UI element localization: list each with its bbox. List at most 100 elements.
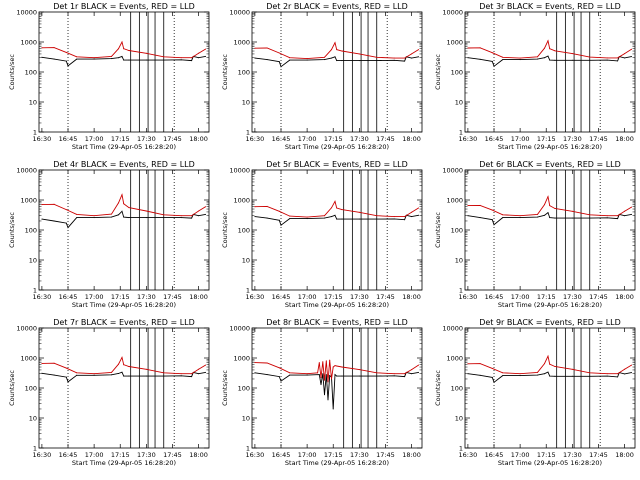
y-tick-label: 1000 [233,355,250,363]
data-point-events [341,375,343,377]
y-tick-label: 100 [451,385,463,393]
series-line-events [254,371,419,410]
x-tick-label: 17:45 [589,451,608,459]
y-axis-label: Counts/sec [434,370,442,406]
data-point-lld [327,381,329,383]
data-point-lld [118,363,119,365]
data-point-events [358,218,360,220]
x-tick-label: 18:00 [402,135,421,143]
data-point-lld [331,207,332,209]
data-point-lld [336,49,338,51]
data-point-lld [324,215,325,217]
data-point-events [549,375,551,377]
data-point-events [254,372,256,374]
data-point-lld [589,214,591,216]
data-point-events [571,59,573,61]
panel-det-3: Det 3r BLACK = Events, RED = LLD 1 10 100 10… [434,2,636,151]
data-point-events [41,372,43,374]
data-point-events [118,373,119,374]
data-point-lld [411,211,413,213]
data-point-events [41,56,43,58]
data-point-events [93,58,95,60]
data-point-events [554,59,556,61]
data-point-lld [198,52,200,54]
series-line-events [254,56,419,68]
data-point-lld [418,49,419,51]
data-point-events [111,374,112,376]
y-tick-label: 100 [451,69,463,77]
x-tick-label: 17:45 [163,135,182,143]
x-tick-label: 16:45 [485,293,504,301]
data-point-events [547,212,549,214]
data-point-lld [537,371,538,373]
x-tick-label: 17:30 [137,293,156,301]
x-axis-label: Start Time (29-Apr-05 16:28:20) [285,459,389,467]
y-tick-label: 1 [459,445,463,453]
x-axis-label: Start Time (29-Apr-05 16:28:20) [285,143,389,151]
x-tick-label: 17:45 [163,293,182,301]
data-point-lld [617,57,619,59]
data-point-lld [324,56,325,58]
data-point-events [341,60,343,62]
data-point-lld [254,206,256,208]
data-point-events [491,376,493,378]
series-line-lld [254,200,419,218]
data-point-events [121,55,123,57]
data-point-events [198,215,200,217]
plot-frame [251,11,423,133]
x-tick-label: 17:00 [298,451,317,459]
data-point-events [624,215,626,217]
data-point-events [306,374,308,376]
x-tick-label: 17:00 [298,135,317,143]
data-point-lld [544,363,545,365]
x-axis-label: Start Time (29-Apr-05 16:28:20) [498,301,602,309]
data-point-events [491,219,493,221]
data-point-lld [631,206,632,208]
x-tick-label: 17:00 [511,135,530,143]
x-tick-label: 17:30 [563,293,582,301]
x-tick-label: 18:00 [402,451,421,459]
series-line-events [467,211,632,226]
data-point-events [53,220,55,222]
series-line-events [467,55,632,68]
y-tick-label: 1 [459,287,463,295]
x-tick-label: 17:15 [111,135,130,143]
data-point-events [289,218,291,220]
x-tick-label: 16:30 [33,293,52,301]
data-point-lld [266,362,268,364]
data-point-events [278,376,280,378]
x-tick-label: 17:45 [163,451,182,459]
data-point-events [393,218,395,220]
data-point-events [358,60,360,62]
x-tick-label: 16:30 [459,135,478,143]
data-point-events [145,59,147,61]
x-tick-label: 17:30 [563,135,582,143]
data-point-lld [320,377,322,379]
data-point-events [624,57,626,59]
data-point-lld [589,372,591,374]
data-point-events [191,376,193,378]
data-point-lld [289,57,291,59]
data-point-events [336,375,338,377]
x-tick-label: 17:00 [85,293,104,301]
data-point-lld [571,53,573,55]
data-point-events [128,375,130,377]
data-point-lld [393,216,395,218]
data-point-lld [411,369,413,371]
data-point-events [191,60,193,62]
data-point-lld [519,57,521,59]
x-tick-label: 17:15 [324,135,343,143]
series-line-events [41,55,206,67]
plot-frame [38,11,210,133]
data-point-events [121,371,123,373]
data-point-lld [502,372,504,374]
data-point-events [376,375,378,377]
data-point-lld [358,369,360,371]
data-point-lld [624,210,626,212]
data-point-lld [53,362,55,364]
y-axis-label: Counts/sec [221,212,229,248]
data-point-events [280,66,282,68]
data-point-events [479,58,481,60]
x-axis-label: Start Time (29-Apr-05 16:28:20) [72,143,176,151]
data-point-events [145,375,147,377]
